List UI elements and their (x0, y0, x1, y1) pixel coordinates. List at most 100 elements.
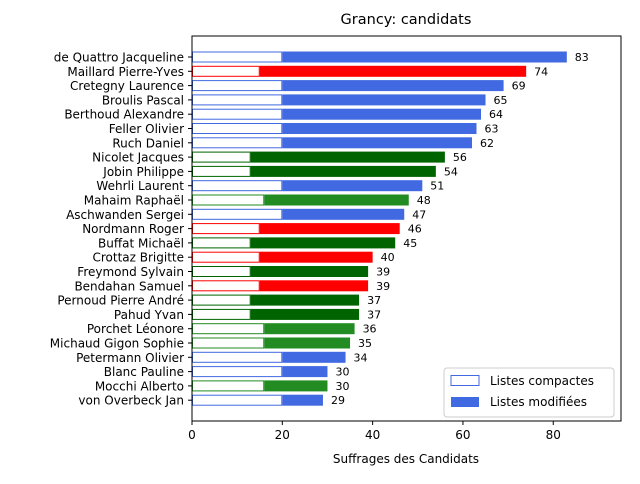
bars-layer: 8374696564636256545148474645403939373736… (192, 51, 589, 407)
chart-title: Grancy: candidats (341, 12, 472, 28)
y-tick-label: Blanc Pauline (104, 365, 184, 379)
bar-compact (192, 180, 283, 192)
data-label: 46 (408, 223, 422, 236)
x-tick-label: 40 (365, 428, 380, 442)
bar-modified (259, 65, 527, 77)
bar-modified (250, 165, 436, 177)
data-label: 56 (453, 151, 467, 164)
y-tick-label: Petermann Olivier (76, 351, 184, 365)
y-tick-label: Mahaim Raphaël (84, 194, 184, 208)
x-tick-label: 0 (188, 428, 196, 442)
bar-compact (192, 294, 251, 306)
legend-swatch-compact (450, 375, 480, 386)
bar-compact (192, 366, 283, 378)
data-label: 63 (484, 123, 498, 136)
bar-modified (282, 180, 423, 192)
legend-label-modified: Listes modifiées (490, 395, 587, 409)
data-label: 35 (358, 337, 372, 350)
y-tick-label: Pernoud Pierre André (57, 294, 184, 308)
y-tick-label: Jobin Philippe (102, 165, 184, 179)
bar-compact (192, 380, 265, 392)
bar-modified (264, 337, 351, 349)
bar-compact (192, 351, 283, 363)
bar-compact (192, 280, 260, 292)
bar-modified (259, 280, 369, 292)
bar-compact (192, 94, 283, 106)
bar-compact (192, 51, 283, 63)
data-label: 65 (494, 94, 508, 107)
y-tick-label: Freymond Sylvain (77, 265, 184, 279)
bar-compact (192, 151, 251, 163)
bar-modified (282, 351, 346, 363)
bar-modified (259, 251, 373, 263)
legend-frame (443, 367, 615, 418)
data-label: 36 (363, 323, 377, 336)
bar-modified (282, 51, 567, 63)
bar-modified (282, 208, 405, 220)
y-tick-label: Aschwanden Sergei (66, 208, 184, 222)
x-axis-label: Suffrages des Candidats (333, 452, 479, 466)
y-tick-label: Wehrli Laurent (96, 179, 184, 193)
data-label: 39 (376, 280, 390, 293)
y-tick-label: Porchet Léonore (87, 322, 184, 336)
data-label: 83 (575, 51, 589, 64)
y-tick-label: Crottaz Brigitte (92, 251, 184, 265)
x-tick-label: 80 (546, 428, 561, 442)
y-tick-label: Mocchi Alberto (95, 379, 184, 393)
bar-modified (264, 323, 355, 335)
data-label: 51 (430, 180, 444, 193)
bar-compact (192, 323, 265, 335)
bar-modified (282, 394, 323, 406)
data-label: 45 (403, 237, 417, 250)
legend-swatch-modified (451, 397, 479, 407)
data-label: 48 (417, 194, 431, 207)
y-tick-label: Berthoud Alexandre (64, 108, 184, 122)
data-label: 74 (534, 65, 548, 78)
y-tick-label: Nordmann Roger (82, 222, 184, 236)
y-tick-label: Broulis Pascal (102, 93, 184, 107)
bar-modified (282, 108, 482, 120)
bar-compact (192, 223, 260, 235)
data-label: 30 (335, 366, 349, 379)
bar-modified (282, 80, 504, 92)
y-tick-label: Michaud Gigon Sophie (50, 337, 184, 351)
bar-modified (282, 366, 328, 378)
data-label: 62 (480, 137, 494, 150)
y-tick-label: Maillard Pierre-Yves (67, 65, 184, 79)
bar-modified (250, 151, 445, 163)
bar-modified (250, 308, 360, 320)
bar-modified (282, 94, 486, 106)
bar-modified (282, 137, 472, 149)
data-label: 64 (489, 108, 503, 121)
legend-label-compact: Listes compactes (490, 374, 594, 388)
data-label: 47 (412, 208, 426, 221)
bar-compact (192, 108, 283, 120)
legend: Listes compactes Listes modifiées (443, 367, 615, 418)
y-tick-label: Buffat Michaël (98, 236, 184, 250)
data-label: 39 (376, 266, 390, 279)
data-label: 29 (331, 394, 345, 407)
y-tick-label: Feller Olivier (109, 122, 184, 136)
y-tick-label: Bendahan Samuel (74, 279, 184, 293)
bar-compact (192, 165, 251, 177)
bar-compact (192, 337, 265, 349)
data-label: 40 (381, 251, 395, 264)
y-tick-label: Nicolet Jacques (92, 151, 184, 165)
bar-modified (264, 194, 409, 206)
bar-compact (192, 137, 283, 149)
plot-frame (191, 35, 622, 422)
y-tick-label: Pahud Yvan (114, 308, 184, 322)
x-tick-label: 60 (455, 428, 470, 442)
bar-modified (282, 123, 477, 134)
data-label: 37 (367, 294, 381, 307)
y-tick-label: von Overbeck Jan (78, 394, 184, 408)
data-label: 54 (444, 165, 458, 178)
data-label: 30 (335, 380, 349, 393)
bar-compact (192, 251, 260, 263)
data-label: 69 (512, 80, 526, 93)
bar-modified (264, 380, 328, 392)
bar-modified (250, 237, 396, 249)
